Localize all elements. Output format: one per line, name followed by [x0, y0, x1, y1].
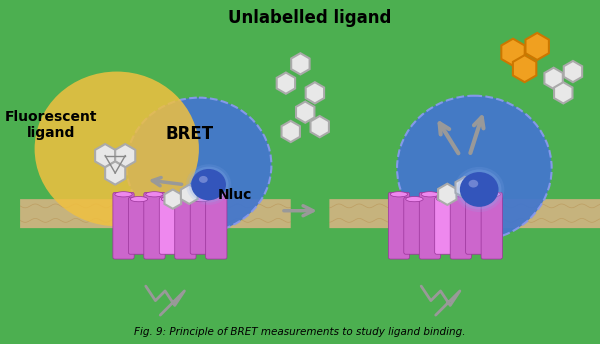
Polygon shape — [438, 184, 457, 205]
Text: Fluorescent
ligand: Fluorescent ligand — [5, 110, 97, 140]
Polygon shape — [305, 82, 324, 104]
Polygon shape — [164, 190, 181, 209]
Polygon shape — [544, 68, 563, 89]
Ellipse shape — [208, 192, 225, 197]
Ellipse shape — [483, 192, 500, 197]
Polygon shape — [291, 53, 310, 74]
FancyBboxPatch shape — [159, 197, 181, 254]
FancyBboxPatch shape — [206, 192, 227, 259]
Ellipse shape — [191, 169, 226, 200]
Ellipse shape — [188, 166, 229, 203]
Text: Nluc: Nluc — [218, 188, 253, 202]
Polygon shape — [181, 185, 197, 204]
FancyBboxPatch shape — [329, 199, 600, 228]
Polygon shape — [513, 55, 536, 82]
Ellipse shape — [130, 196, 148, 202]
Polygon shape — [105, 161, 125, 185]
FancyBboxPatch shape — [481, 192, 502, 259]
Ellipse shape — [460, 172, 499, 207]
FancyBboxPatch shape — [450, 192, 472, 259]
Ellipse shape — [176, 192, 194, 197]
Ellipse shape — [467, 196, 485, 202]
Ellipse shape — [146, 192, 163, 197]
Ellipse shape — [161, 196, 179, 202]
FancyBboxPatch shape — [128, 197, 149, 254]
Polygon shape — [296, 101, 314, 123]
Ellipse shape — [199, 176, 208, 183]
Polygon shape — [455, 177, 474, 198]
FancyBboxPatch shape — [20, 199, 291, 228]
Polygon shape — [311, 116, 329, 137]
FancyBboxPatch shape — [144, 192, 165, 259]
FancyBboxPatch shape — [419, 192, 440, 259]
Polygon shape — [115, 144, 135, 167]
Ellipse shape — [406, 196, 423, 202]
Polygon shape — [501, 39, 525, 66]
Ellipse shape — [127, 98, 271, 233]
Ellipse shape — [186, 164, 231, 205]
Text: Unlabelled ligand: Unlabelled ligand — [229, 9, 392, 27]
Ellipse shape — [452, 192, 470, 197]
Ellipse shape — [192, 196, 209, 202]
Ellipse shape — [454, 167, 505, 212]
FancyBboxPatch shape — [190, 197, 211, 254]
Polygon shape — [554, 82, 572, 104]
Ellipse shape — [457, 170, 502, 209]
Ellipse shape — [390, 192, 407, 197]
Text: BRET: BRET — [165, 125, 214, 143]
FancyBboxPatch shape — [404, 197, 425, 254]
FancyBboxPatch shape — [466, 197, 487, 254]
Text: Fig. 9: Principle of BRET measurements to study ligand binding.: Fig. 9: Principle of BRET measurements t… — [134, 327, 466, 337]
Ellipse shape — [421, 192, 439, 197]
Polygon shape — [564, 61, 582, 82]
FancyBboxPatch shape — [113, 192, 134, 259]
FancyBboxPatch shape — [435, 197, 456, 254]
Ellipse shape — [35, 72, 199, 226]
FancyBboxPatch shape — [388, 192, 410, 259]
Ellipse shape — [115, 192, 132, 197]
Polygon shape — [95, 144, 115, 167]
Ellipse shape — [469, 180, 478, 187]
Polygon shape — [526, 33, 549, 60]
Ellipse shape — [397, 96, 551, 241]
Polygon shape — [277, 73, 295, 94]
Polygon shape — [281, 121, 300, 142]
Ellipse shape — [437, 196, 454, 202]
FancyBboxPatch shape — [175, 192, 196, 259]
